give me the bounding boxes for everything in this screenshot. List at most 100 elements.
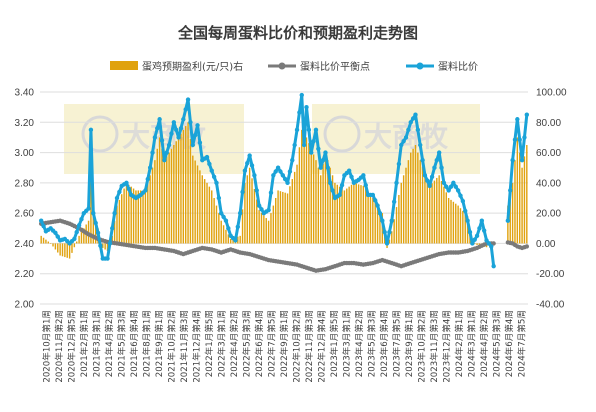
profit-bar (206, 182, 208, 244)
ratio-point (446, 188, 451, 193)
profit-bar (419, 160, 421, 244)
profit-bar (201, 175, 203, 244)
ratio-point (467, 229, 473, 235)
ratio-point (297, 110, 302, 115)
profit-bar (184, 126, 187, 244)
profit-bar (211, 190, 213, 244)
profit-bar (144, 190, 147, 244)
ratio-point (327, 180, 333, 186)
ratio-point (470, 241, 475, 246)
ratio-point (306, 127, 312, 133)
ratio-point (318, 165, 323, 170)
profit-bar (130, 186, 132, 244)
ratio-point (463, 208, 468, 214)
ratio-point (287, 169, 293, 174)
ratio-point (143, 188, 148, 193)
profit-bar (310, 148, 312, 244)
profit-bar (149, 175, 151, 244)
ratio-point (273, 169, 278, 174)
x-tick-label: 2020年11月第2周 (53, 310, 65, 383)
profit-bar (464, 213, 466, 244)
ratio-point (517, 137, 522, 142)
ratio-point (444, 184, 449, 189)
ratio-point (429, 174, 435, 179)
profit-bar (312, 154, 315, 244)
ratio-point (396, 161, 402, 167)
ratio-point (427, 183, 432, 189)
ratio-point (524, 112, 530, 117)
ratio-point (448, 184, 454, 189)
profit-bar (61, 243, 64, 257)
ratio-point (252, 173, 257, 178)
profit-bar (213, 198, 215, 244)
profit-bar (317, 167, 320, 244)
profit-bar (192, 155, 194, 244)
y-right-tick-label: 20.00 (536, 209, 561, 220)
profit-bar (244, 182, 246, 244)
profit-bar (286, 193, 289, 244)
ratio-point (510, 157, 515, 163)
profit-bar (175, 141, 177, 244)
profit-bar (180, 133, 182, 244)
watermark-logo-left-icon (81, 115, 119, 153)
ratio-point (432, 165, 437, 170)
ratio-point (209, 168, 214, 173)
profit-bar (367, 191, 369, 244)
ratio-point (266, 207, 271, 213)
ratio-point (373, 198, 378, 203)
ratio-point (299, 92, 304, 98)
x-tick-label: 2023年3月第1周 (341, 310, 353, 377)
ratio-point (185, 97, 191, 102)
profit-bar (521, 167, 523, 244)
ratio-point (38, 218, 44, 223)
ratio-point (254, 188, 259, 193)
profit-bar (405, 167, 407, 244)
profit-bar (303, 133, 305, 244)
profit-bar (54, 243, 57, 250)
ratio-point (377, 210, 383, 216)
ratio-point (519, 157, 525, 163)
profit-bar (156, 148, 158, 244)
x-tick-label: 2020年10月第1周 (40, 310, 52, 383)
ratio-point (304, 104, 309, 110)
profit-bar (331, 175, 334, 244)
profit-bar (220, 220, 222, 244)
profit-bar (92, 213, 95, 244)
profit-bar (440, 180, 443, 244)
profit-bar (457, 205, 459, 244)
ratio-point (384, 241, 390, 246)
ratio-point (192, 132, 198, 138)
profit-bar (466, 216, 469, 244)
profit-bar (516, 137, 519, 244)
ratio-point (259, 207, 264, 212)
ratio-point (95, 230, 101, 236)
ratio-point (410, 116, 416, 121)
ratio-point (76, 223, 82, 228)
profit-bar (478, 243, 481, 246)
profit-bar (519, 152, 521, 244)
profit-bar (158, 137, 161, 244)
x-tick-label: 2023年12月第4周 (441, 310, 453, 383)
profit-bar (177, 137, 180, 244)
ratio-point (233, 238, 238, 243)
profit-bar (308, 143, 310, 244)
profit-bar (395, 207, 398, 244)
ratio-point (240, 189, 245, 195)
profit-bar (324, 152, 327, 244)
ratio-point (159, 138, 165, 143)
y-right-tick-label: 0.00 (536, 239, 556, 250)
ratio-point (216, 195, 222, 201)
x-tick-label: 2024年6月第4周 (503, 310, 515, 377)
profit-bar (118, 199, 121, 244)
ratio-point (72, 236, 77, 242)
y-left-tick-label: 2.80 (15, 178, 35, 189)
profit-bar (166, 156, 168, 244)
x-tick-label: 2023年10月第2周 (416, 310, 428, 383)
ratio-point (162, 157, 167, 163)
profit-bar (388, 239, 391, 244)
ratio-point (346, 168, 352, 173)
ratio-point (349, 174, 354, 179)
ratio-point (451, 180, 456, 186)
profit-bar (267, 220, 270, 244)
ratio-point (382, 229, 387, 235)
